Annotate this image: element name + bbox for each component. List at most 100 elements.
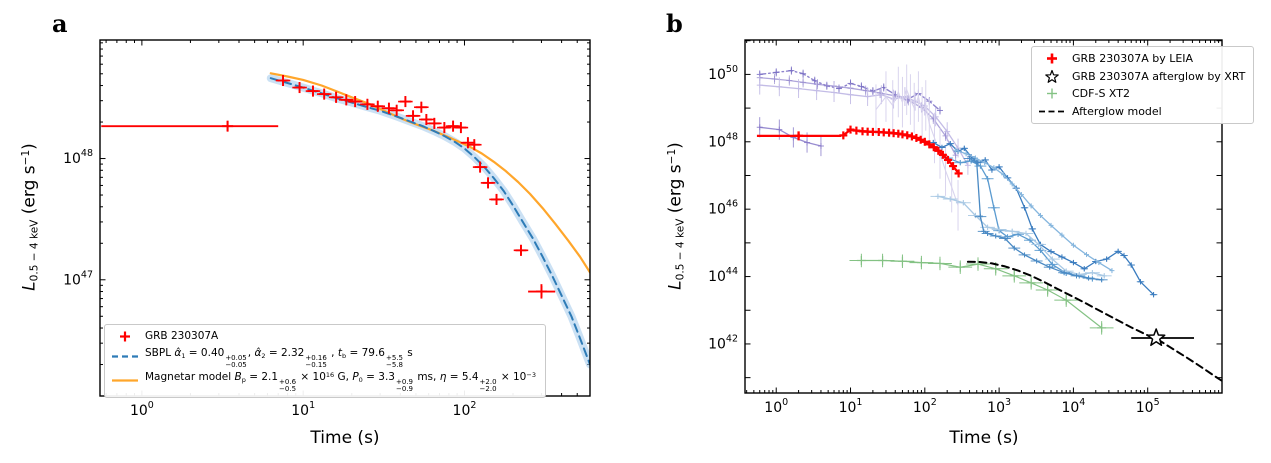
text-token: t (337, 346, 342, 359)
series-magnetar-model (269, 72, 590, 274)
text-token: × 10 (497, 370, 527, 383)
series-sbpl-band (266, 74, 590, 369)
text-token: ms, (413, 370, 440, 383)
text-token: α̂ (174, 346, 182, 359)
text-token: 2 (261, 351, 266, 360)
series-afterglow-model (966, 260, 1222, 382)
legend-label: GRB 230307A (145, 328, 218, 345)
legend-label: Magnetar model Bp = 2.1 +0.6 −0.5 × 1016 G… (145, 369, 536, 393)
star-legend-marker (1045, 69, 1059, 83)
series-cdfs-xt2 (849, 253, 1114, 335)
legend-entry: GRB 230307A afterglow by XRT (1037, 68, 1245, 86)
tick-label: 1050 (708, 64, 738, 83)
text-token: p (241, 375, 246, 384)
tick-label: 1044 (708, 266, 738, 285)
text-token: = 79.6 (346, 346, 385, 359)
star-marker (1146, 328, 1166, 347)
tick-label: 1046 (708, 199, 738, 218)
text-token: × 10 (297, 370, 326, 383)
legend-label: GRB 230307A by LEIA (1072, 50, 1193, 68)
text-token: = 3.3 (362, 370, 395, 383)
tick-label: 102 (913, 397, 937, 416)
series-grb-last-bin (528, 284, 556, 299)
tick-label: 105 (1136, 397, 1160, 416)
plus-minus-error: +5.5 −5.8 (385, 353, 403, 369)
text-token: Afterglow model (1072, 104, 1162, 118)
tick-label: 1047 (63, 269, 93, 288)
x-axis-label-b: Time (s) (949, 428, 1019, 448)
text-token: P (352, 370, 359, 383)
text-token: −3 (526, 370, 536, 379)
plus-minus-error: +2.0 −2.0 (479, 377, 497, 393)
legend-entry: Magnetar model Bp = 2.1 +0.6 −0.5 × 1016 G… (110, 369, 536, 393)
text-token: 0.5 − 4 keV (674, 218, 687, 281)
text-token: L (665, 280, 686, 290)
x-axis-label-a: Time (s) (310, 428, 380, 448)
text-token: −1 (666, 148, 679, 165)
tick-label: 100 (764, 397, 788, 416)
legend-panel-a: GRB 230307A SBPL α̂1 = 0.40 +0.05 −0.05, α̂… (104, 324, 546, 398)
text-token: 0.5 − 4 keV (28, 219, 41, 282)
dash-legend-marker (112, 355, 138, 358)
text-token: −1 (20, 149, 33, 166)
tick-label: 104 (1061, 397, 1085, 416)
text-token: s (403, 346, 413, 359)
legend-label: SBPL α̂1 = 0.40 +0.05 −0.05, α̂2 = 2.32 +0.… (145, 345, 413, 369)
legend-entry: Afterglow model (1037, 103, 1245, 121)
plus-legend-marker (1047, 53, 1057, 64)
tick-label: 101 (839, 397, 863, 416)
series-grb-first-bin (101, 120, 279, 132)
series-bg-blue-smooth (953, 147, 1115, 274)
text-token: , (247, 346, 255, 359)
chart-panel-b: 100 101 102 103 104 105 1042 1044 1046 1048 1050 (708, 39, 1223, 416)
text-token: GRB 230307A afterglow by XRT (1072, 69, 1246, 83)
tick-label: 1048 (63, 148, 93, 167)
legend-label: Afterglow model (1072, 103, 1162, 121)
y-axis-label-a: L0.5 − 4 keV (erg s−1) (19, 143, 40, 291)
text-token: α̂ (254, 346, 262, 359)
plus-minus-error: +0.05 −0.05 (225, 353, 247, 369)
series-bg-blue-drop (963, 155, 1108, 283)
text-token: GRB 230307A by LEIA (1072, 52, 1194, 65)
text-token: 16 (325, 370, 335, 379)
legend-entry: CDF-S XT2 (1037, 85, 1245, 103)
series-leia-first-bin (756, 131, 842, 141)
text-token: = 5.4 (446, 370, 479, 383)
tick-label: 102 (453, 400, 477, 419)
plus-minus-error: +0.6 −0.5 (279, 377, 297, 393)
text-token: (erg s (665, 164, 686, 219)
dash-legend-marker (1039, 110, 1065, 113)
text-token: GRB 230307A (145, 330, 219, 342)
text-token: b (341, 351, 347, 360)
tick-label: 103 (987, 397, 1011, 416)
text-token: , (327, 346, 338, 359)
series-xrt-afterglow-point (1131, 328, 1195, 347)
legend-entry: GRB 230307A by LEIA (1037, 50, 1245, 68)
series-bg-blue-pale (930, 193, 1112, 279)
text-token: B (234, 370, 242, 383)
legend-panel-b: GRB 230307A by LEIA GRB 230307A afterglow… (1031, 46, 1255, 125)
plot-frame-b (744, 39, 1223, 394)
tick-label: 100 (130, 400, 154, 419)
text-token: ) (665, 142, 686, 149)
tick-label: 1042 (708, 333, 738, 352)
text-token: L (19, 281, 40, 291)
legend-entry: GRB 230307A (110, 328, 536, 345)
panel-a-letter: a (52, 9, 68, 38)
legend-label: GRB 230307A afterglow by XRT (1072, 68, 1245, 86)
text-token: = 2.32 (265, 346, 305, 359)
plus-minus-error: +0.9 −0.9 (395, 377, 413, 393)
tick-label: 1048 (708, 131, 738, 150)
panel-b-letter: b (666, 9, 683, 38)
text-token: (erg s (19, 165, 40, 220)
series-grb-points (275, 75, 529, 256)
text-token: 1 (181, 351, 186, 360)
text-token: Magnetar model (145, 370, 235, 383)
line-legend-marker (112, 379, 138, 382)
text-token: SBPL (145, 346, 175, 359)
series-bg-grb-lightlav (756, 75, 971, 175)
series-leia-lightcurve (839, 125, 963, 178)
